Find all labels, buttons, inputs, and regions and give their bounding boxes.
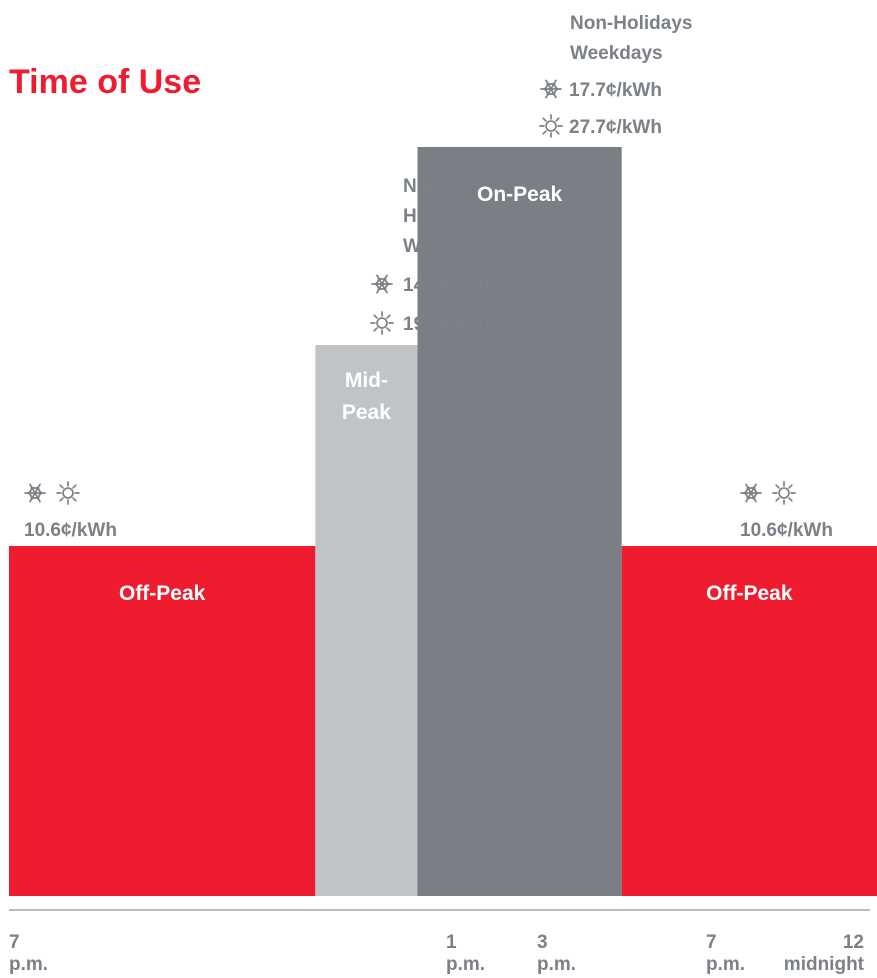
sun-icon [56,481,80,505]
x-tick-number: 7 [9,932,20,953]
x-tick-unit: p.m. [706,954,745,975]
bars-group [9,147,877,896]
bar-label-on-peak: On-Peak [477,183,563,206]
rate-icons-group [24,79,796,505]
bar-label-mid-peak-line2: Peak [342,401,391,424]
rate-winter-on-peak: 17.7¢/kWh [569,80,662,101]
bar-label-off-peak-morning: Off-Peak [119,582,206,605]
snowflake-icon [740,483,762,503]
x-tick-unit: p.m. [446,954,485,975]
header-on-peak-0: Non-Holidays [570,13,692,34]
rate-summer-mid-peak: 19.2¢/kWh [403,314,496,335]
sun-icon [772,481,796,505]
x-tick-number: 7 [706,932,717,953]
bar-label-off-peak-evening: Off-Peak [706,582,793,605]
rate-winter-mid-peak: 14.2¢/kWh [403,275,496,296]
x-tick-unit: p.m. [537,954,576,975]
bar-off-peak-evening [621,546,877,896]
snowflake-icon [24,483,46,503]
bar-off-peak-morning [9,546,316,896]
bar-on-peak [417,147,622,896]
bar-mid-peak [315,345,418,896]
snowflake-icon [540,79,562,99]
rate-label-off-peak-evening: 10.6¢/kWh [740,520,833,541]
x-tick-number: 3 [537,932,548,953]
header-mid-peak-2: Weekdays [403,236,496,257]
snowflake-icon [371,274,393,294]
header-mid-peak-1: Holidays [403,206,482,227]
x-tick-unit: p.m. [9,954,48,975]
header-mid-peak-0: Non- [403,176,446,197]
chart-title: Time of Use [9,63,201,101]
x-tick-unit: midnight [784,954,865,975]
x-tick-number: 1 [446,932,457,953]
labels-group: Off-Peak10.6¢/kWhMid-PeakNon-HolidaysWee… [24,13,833,605]
header-on-peak-1: Weekdays [570,43,663,64]
sun-icon [539,114,563,138]
bar-label-mid-peak-line1: Mid- [345,369,388,392]
rate-label-off-peak-morning: 10.6¢/kWh [24,520,117,541]
sun-icon [370,311,394,335]
rate-summer-on-peak: 27.7¢/kWh [569,117,662,138]
x-tick-number: 12 [843,932,864,953]
